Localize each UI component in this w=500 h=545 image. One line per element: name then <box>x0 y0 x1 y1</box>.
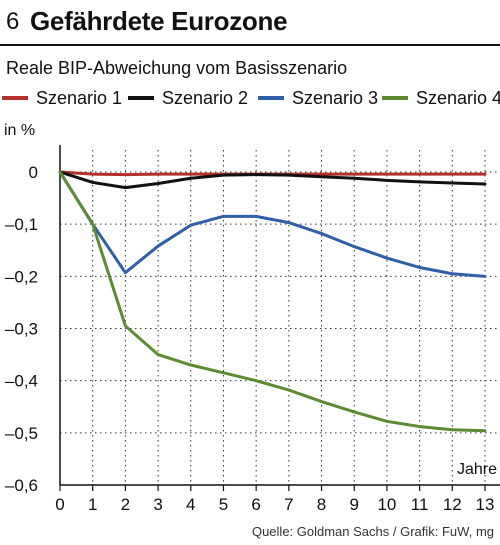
x-tick-label-9: 9 <box>349 495 358 514</box>
x-tick-label-12: 12 <box>443 495 462 514</box>
x-tick-label-13: 13 <box>476 495 495 514</box>
x-tick-label-6: 6 <box>251 495 260 514</box>
y-tick-label-0: 0 <box>29 163 38 182</box>
x-tick-label-7: 7 <box>284 495 293 514</box>
legend-swatch-szenario-2 <box>128 96 154 100</box>
y-tick-label-2: –0,2 <box>5 267 38 286</box>
series-line-szenario-4 <box>58 170 487 433</box>
legend-swatch-szenario-3 <box>258 96 284 100</box>
chart-legend: Szenario 1 Szenario 2 Szenario 3 Szenari… <box>0 86 500 110</box>
x-tick-label-8: 8 <box>317 495 326 514</box>
legend-swatch-szenario-4 <box>382 96 408 100</box>
figure-number: 6 <box>6 8 20 35</box>
x-tick-label-2: 2 <box>121 495 130 514</box>
legend-item-szenario-2: Szenario 2 <box>128 86 248 110</box>
chart-title: Gefährdete Eurozone <box>30 6 288 36</box>
x-tick-label-1: 1 <box>88 495 97 514</box>
x-tick-label-11: 11 <box>411 495 429 514</box>
chart-subtitle: Reale BIP-Abweichung vom Basisszenario <box>6 58 348 78</box>
series-line-szenario-3 <box>58 170 487 278</box>
y-tick-label-1: –0,1 <box>5 215 38 234</box>
legend-label-szenario-1: Szenario 1 <box>36 87 123 108</box>
y-tick-label-4: –0,4 <box>5 372 38 391</box>
legend-label-szenario-4: Szenario 4 <box>416 87 500 108</box>
legend-swatch-szenario-1 <box>2 96 28 100</box>
legend-label-szenario-2: Szenario 2 <box>162 87 249 108</box>
x-axis-unit-label: Jahre <box>457 461 497 478</box>
y-axis-unit-label: in % <box>4 122 36 139</box>
y-tick-label-5: –0,5 <box>5 424 38 443</box>
title-rule <box>0 44 500 46</box>
legend-item-szenario-4: Szenario 4 <box>382 86 500 110</box>
legend-item-szenario-3: Szenario 3 <box>258 86 378 110</box>
legend-item-szenario-1: Szenario 1 <box>2 86 122 110</box>
x-tick-label-4: 4 <box>186 495 195 514</box>
y-tick-label-6: –0,6 <box>5 476 38 495</box>
y-tick-label-3: –0,3 <box>5 320 38 339</box>
source-note: Quelle: Goldman Sachs / Grafik: FuW, mg <box>251 524 494 539</box>
x-tick-label-0: 0 <box>55 495 64 514</box>
x-tick-label-5: 5 <box>219 495 228 514</box>
chart-header: 6 Gefährdete Eurozone <box>0 0 500 46</box>
series-line-szenario-2 <box>58 170 487 190</box>
x-tick-label-10: 10 <box>377 495 396 514</box>
x-tick-label-3: 3 <box>153 495 162 514</box>
legend-label-szenario-3: Szenario 3 <box>292 87 379 108</box>
